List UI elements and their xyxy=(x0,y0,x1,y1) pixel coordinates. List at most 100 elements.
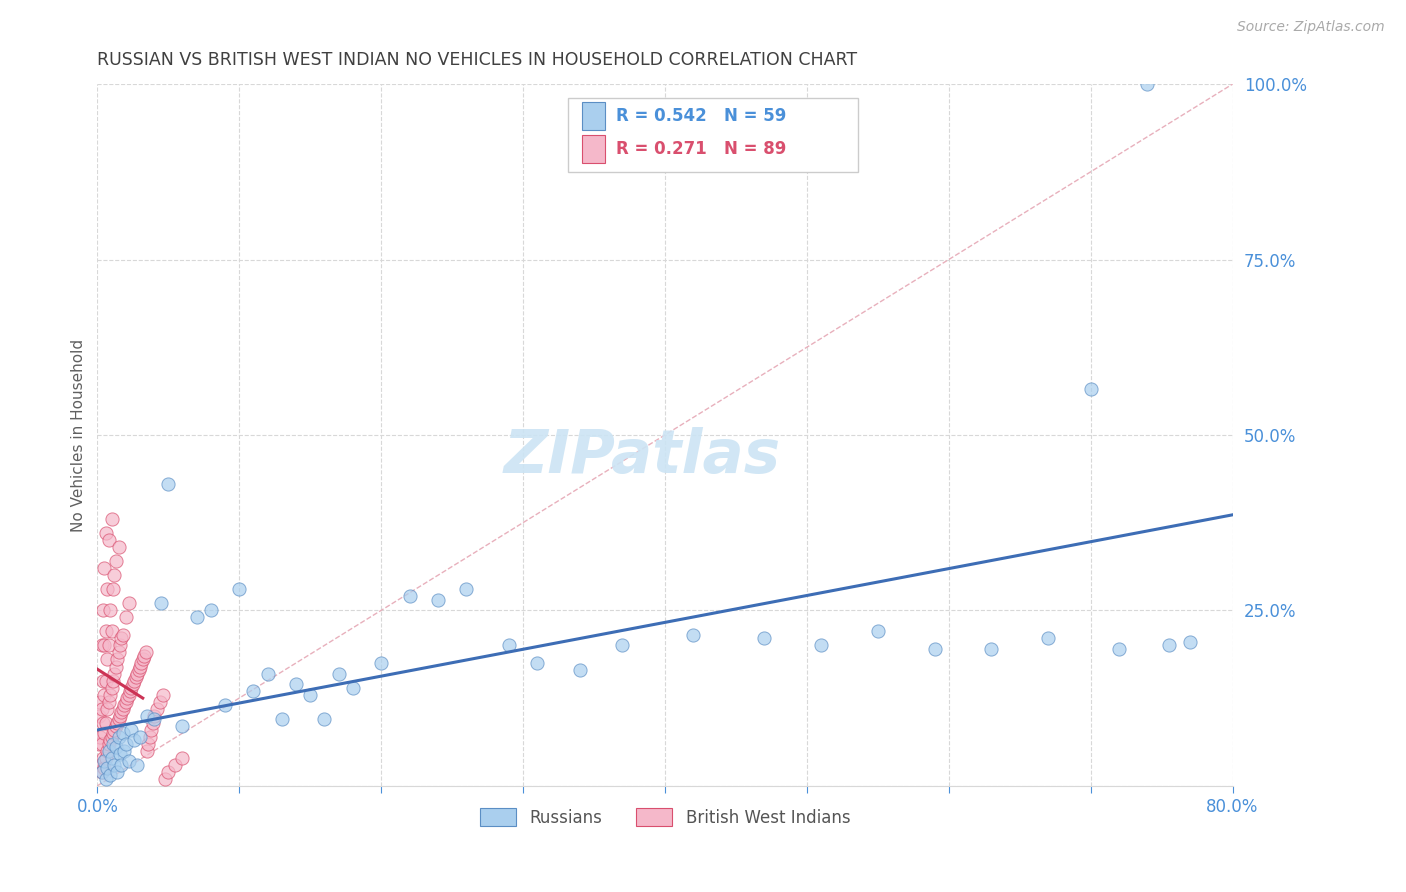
Text: RUSSIAN VS BRITISH WEST INDIAN NO VEHICLES IN HOUSEHOLD CORRELATION CHART: RUSSIAN VS BRITISH WEST INDIAN NO VEHICL… xyxy=(97,51,858,69)
Point xyxy=(114,610,136,624)
Point xyxy=(94,624,117,639)
Point xyxy=(526,656,548,670)
Point xyxy=(143,712,166,726)
Point xyxy=(115,691,138,706)
Point xyxy=(94,772,117,786)
Point xyxy=(157,477,180,491)
Point xyxy=(134,648,156,663)
Point xyxy=(89,695,111,709)
Point xyxy=(90,737,112,751)
Point xyxy=(980,642,1002,657)
Point xyxy=(91,603,114,617)
Point xyxy=(186,610,208,624)
Point xyxy=(682,628,704,642)
Point xyxy=(612,639,634,653)
Point xyxy=(139,730,162,744)
Point xyxy=(90,764,112,779)
Point xyxy=(122,673,145,688)
Point xyxy=(100,730,122,744)
Point xyxy=(93,561,115,575)
Point xyxy=(141,723,163,737)
Point xyxy=(214,698,236,712)
Point xyxy=(98,603,121,617)
Point xyxy=(93,754,115,768)
Point xyxy=(100,750,122,764)
Bar xyxy=(582,102,605,129)
Point xyxy=(314,712,336,726)
Point xyxy=(108,708,131,723)
Point xyxy=(96,701,118,715)
Point xyxy=(114,737,136,751)
Point xyxy=(93,639,115,653)
Point xyxy=(117,596,139,610)
Point xyxy=(97,744,120,758)
Point xyxy=(149,695,172,709)
Point xyxy=(110,757,132,772)
Point xyxy=(132,652,155,666)
Point xyxy=(228,582,250,597)
Point xyxy=(1108,642,1130,657)
Point xyxy=(104,740,127,755)
Point xyxy=(112,744,135,758)
Point xyxy=(89,757,111,772)
Bar xyxy=(582,136,605,163)
Point xyxy=(89,730,111,744)
Point xyxy=(568,663,591,677)
Point xyxy=(1157,639,1180,653)
Point xyxy=(370,656,392,670)
Point xyxy=(100,681,122,695)
Point xyxy=(1136,77,1159,91)
Point xyxy=(108,747,131,762)
Point xyxy=(94,673,117,688)
Point xyxy=(426,592,449,607)
Point xyxy=(398,590,420,604)
Point xyxy=(120,723,142,737)
Text: R = 0.542   N = 59: R = 0.542 N = 59 xyxy=(616,107,786,125)
Point xyxy=(118,684,141,698)
Point xyxy=(101,582,124,597)
Point xyxy=(107,712,129,726)
FancyBboxPatch shape xyxy=(568,98,858,172)
Point xyxy=(810,639,832,653)
Point xyxy=(172,750,194,764)
Point xyxy=(103,666,125,681)
Point xyxy=(136,708,159,723)
Point xyxy=(97,533,120,548)
Point xyxy=(96,761,118,775)
Point xyxy=(924,642,946,657)
Text: R = 0.271   N = 89: R = 0.271 N = 89 xyxy=(616,140,786,159)
Point xyxy=(1036,632,1059,646)
Point xyxy=(108,639,131,653)
Point xyxy=(94,715,117,730)
Point xyxy=(100,512,122,526)
Point xyxy=(136,744,159,758)
Point xyxy=(93,761,115,775)
Point xyxy=(135,645,157,659)
Point xyxy=(143,708,166,723)
Point xyxy=(96,744,118,758)
Point xyxy=(200,603,222,617)
Point xyxy=(101,737,124,751)
Point xyxy=(97,695,120,709)
Point xyxy=(94,526,117,541)
Point xyxy=(117,688,139,702)
Point xyxy=(103,757,125,772)
Point xyxy=(1080,382,1102,396)
Point xyxy=(103,568,125,582)
Point xyxy=(107,645,129,659)
Point xyxy=(1178,635,1201,649)
Point xyxy=(111,628,134,642)
Point xyxy=(150,596,173,610)
Point xyxy=(157,764,180,779)
Point xyxy=(152,688,174,702)
Point xyxy=(91,673,114,688)
Point xyxy=(98,768,121,782)
Point xyxy=(131,656,153,670)
Point xyxy=(107,540,129,554)
Point xyxy=(101,673,124,688)
Y-axis label: No Vehicles in Household: No Vehicles in Household xyxy=(72,338,86,532)
Point xyxy=(96,652,118,666)
Point xyxy=(498,639,520,653)
Point xyxy=(94,750,117,764)
Point xyxy=(98,733,121,747)
